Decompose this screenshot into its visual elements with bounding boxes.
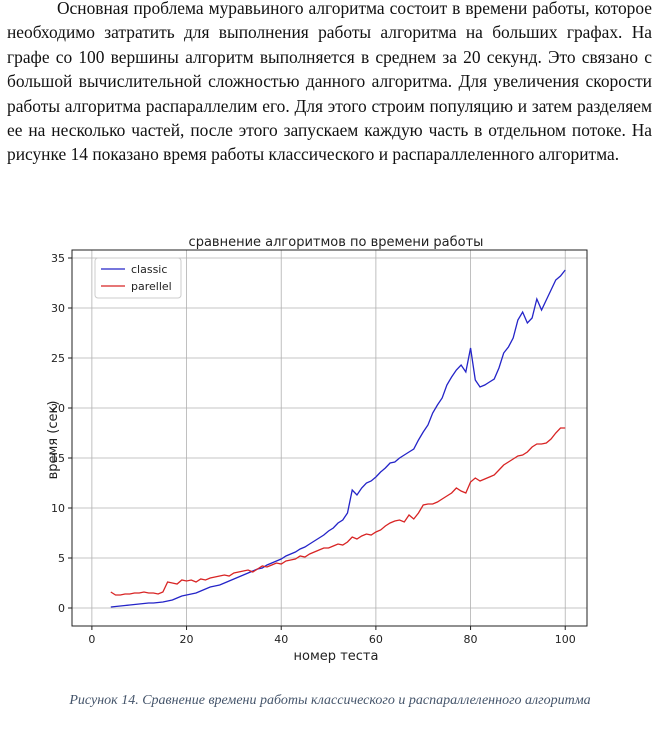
y-tick-label: 30 <box>51 302 65 315</box>
chart-title: сравнение алгоритмов по времени работы <box>189 235 484 250</box>
y-axis-label: время (сек) <box>46 401 61 480</box>
x-axis-label: номер теста <box>294 649 379 664</box>
x-tick-label: 60 <box>369 633 383 646</box>
data-line <box>110 427 566 596</box>
legend-label: classic <box>131 263 167 276</box>
x-tick-label: 0 <box>88 633 95 646</box>
y-tick-label: 35 <box>51 252 65 265</box>
legend-box <box>94 257 182 299</box>
x-tick-label: 40 <box>274 633 288 646</box>
legend-label: parellel <box>131 280 172 293</box>
x-tick-label: 100 <box>555 633 576 646</box>
data-line <box>110 269 566 608</box>
x-tick-label: 20 <box>180 633 194 646</box>
y-tick-label: 5 <box>58 552 65 565</box>
x-tick-label: 80 <box>464 633 478 646</box>
y-tick-label: 10 <box>51 502 65 515</box>
y-tick-label: 15 <box>51 452 65 465</box>
paragraph: Основная проблема муравьиного алгоритма … <box>7 0 652 165</box>
figure-caption: Рисунок 14. Сравнение времени работы кла… <box>68 693 590 708</box>
y-tick-label: 0 <box>58 602 65 615</box>
plot-frame <box>71 249 588 627</box>
y-tick-label: 20 <box>51 402 65 415</box>
y-tick-label: 25 <box>51 352 65 365</box>
